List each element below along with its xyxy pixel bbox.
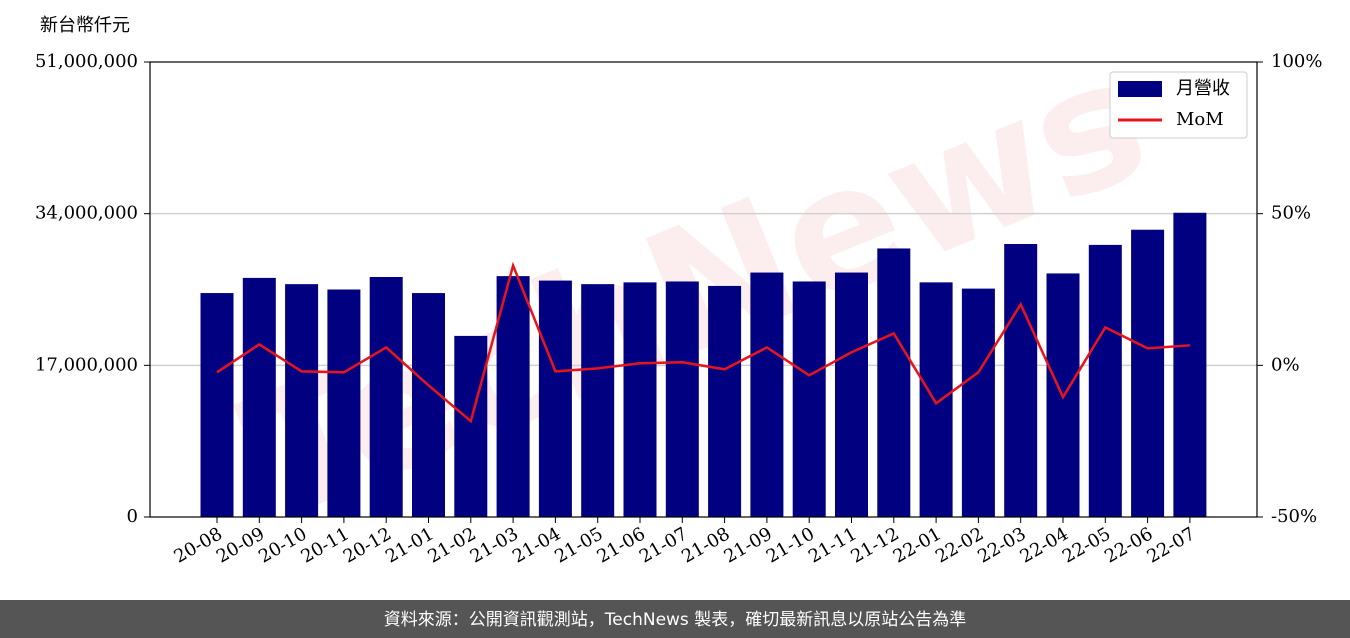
bar: [581, 284, 615, 517]
bar: [285, 284, 319, 517]
bar: [538, 280, 572, 517]
bar: [454, 335, 488, 517]
y-tick-label: 0: [127, 506, 138, 527]
bar: [919, 282, 953, 517]
legend-swatch: [1118, 81, 1162, 97]
bar: [1004, 244, 1038, 517]
bar: [877, 248, 911, 517]
bar: [200, 293, 234, 517]
legend-label: MoM: [1176, 109, 1224, 130]
bar: [792, 281, 826, 517]
y-tick-label: 17,000,000: [35, 354, 138, 375]
bar: [369, 277, 403, 517]
footer-bar: [0, 600, 1350, 638]
y-axis-label: 新台幣仟元: [40, 15, 130, 36]
bar: [750, 272, 784, 517]
bar: [1173, 212, 1207, 517]
y-tick-label: 34,000,000: [35, 203, 138, 224]
bar: [623, 282, 657, 517]
y2-tick-label: 0%: [1271, 354, 1300, 375]
plot-frame: [149, 61, 1258, 518]
bar: [327, 289, 361, 517]
bar: [708, 285, 742, 517]
legend-label: 月營收: [1176, 78, 1230, 99]
bar: [242, 277, 276, 517]
bar: [961, 288, 995, 517]
y-tick-label: 51,000,000: [35, 51, 138, 72]
bar: [412, 293, 445, 517]
bar: [835, 272, 868, 517]
bar: [1131, 229, 1165, 517]
y2-tick-label: 100%: [1271, 51, 1322, 72]
bar: [496, 276, 530, 517]
y2-tick-label: -50%: [1271, 506, 1317, 527]
bar: [665, 281, 699, 517]
x-tick-label: 22-07: [1143, 523, 1198, 567]
line: [216, 261, 1190, 424]
footer: 資料來源：公開資訊觀測站，TechNews 製表，確切最新訊息以原站公告為準: [384, 610, 966, 630]
y2-tick-label: 50%: [1271, 203, 1311, 224]
bar: [1088, 244, 1122, 517]
